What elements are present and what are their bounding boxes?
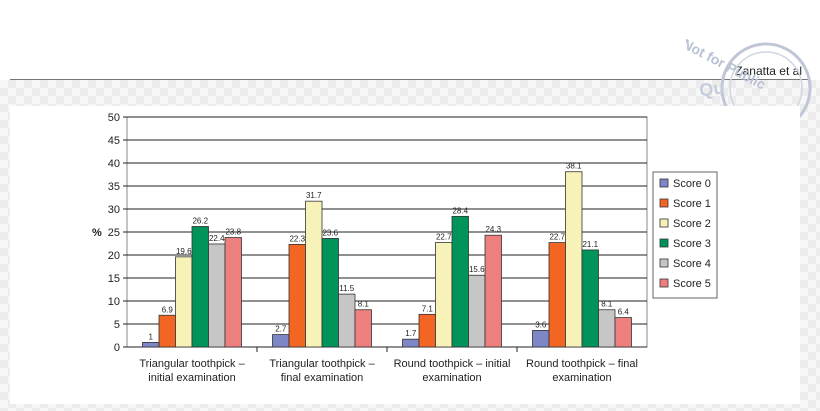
category-label: Triangular toothpick – <box>139 358 245 370</box>
data-label: 23.8 <box>225 228 241 237</box>
data-label: 8.1 <box>601 300 613 309</box>
data-label: 19.6 <box>176 247 192 256</box>
data-labels: 16.919.626.222.423.82.722.331.723.611.58… <box>149 162 630 342</box>
data-label: 8.1 <box>358 300 370 309</box>
legend-label: Score 4 <box>673 258 711 270</box>
bar <box>224 237 242 348</box>
data-label: 31.7 <box>306 191 322 200</box>
bar <box>598 309 616 348</box>
legend-label: Score 5 <box>673 278 711 290</box>
data-label: 15.6 <box>469 265 485 274</box>
data-label: 21.1 <box>582 240 598 249</box>
legend-swatch <box>659 278 669 288</box>
data-label: 22.4 <box>209 234 225 243</box>
data-label: 7.1 <box>422 304 434 313</box>
chart-panel: 0 5 10 15 20 25 30 35 40 45 50 % 1 6.9 19.6 26.2 22.4 2… <box>10 106 800 404</box>
y-tick-label: 5 <box>114 319 120 331</box>
y-tick-label: 0 <box>114 342 120 354</box>
watermark-text-2: Qu <box>698 77 726 100</box>
legend-swatch <box>659 198 669 208</box>
bar <box>402 338 420 348</box>
data-label: 28.4 <box>452 206 468 215</box>
y-tick-label: 45 <box>108 135 120 147</box>
data-label: 23.6 <box>322 228 338 237</box>
bar <box>158 314 176 348</box>
bar <box>484 234 502 348</box>
data-label: 3.6 <box>535 320 547 329</box>
data-label: 38.1 <box>566 162 582 171</box>
header-rule <box>10 79 810 80</box>
bar <box>142 341 160 348</box>
bar <box>548 242 566 348</box>
category-label: examination <box>422 372 481 384</box>
category-label: Round toothpick – initial <box>394 358 511 370</box>
category-label: Triangular toothpick – <box>269 358 375 370</box>
data-label: 6.4 <box>618 308 630 317</box>
y-axis-label: % <box>92 227 102 239</box>
category-labels: Triangular toothpick – initial examinatio… <box>139 347 638 384</box>
category-label: final examination <box>281 372 364 384</box>
legend-label: Score 3 <box>673 238 711 250</box>
y-axis-ticks: 0 5 10 15 20 25 30 35 40 45 50 <box>108 112 127 354</box>
bars <box>142 171 632 348</box>
data-label: 6.9 <box>162 305 174 314</box>
data-label: 22.7 <box>436 233 452 242</box>
bar <box>614 317 632 348</box>
legend: Score 0 Score 1 Score 2 Score 3 Score 4 Score… <box>652 171 718 299</box>
bar <box>305 200 323 348</box>
y-tick-label: 25 <box>108 227 120 239</box>
y-tick-label: 30 <box>108 204 120 216</box>
bar <box>354 309 372 348</box>
legend-box <box>652 171 718 299</box>
bar <box>208 243 226 348</box>
data-label: 26.2 <box>192 216 208 225</box>
bar <box>435 242 453 348</box>
legend-label: Score 2 <box>673 218 711 230</box>
y-tick-label: 20 <box>108 250 120 262</box>
bar <box>451 215 469 348</box>
y-tick-label: 10 <box>108 296 120 308</box>
bar <box>581 249 599 348</box>
data-label: 1.7 <box>405 329 417 338</box>
y-tick-label: 50 <box>108 112 120 124</box>
legend-label: Score 0 <box>673 178 711 190</box>
category-label: initial examination <box>148 372 235 384</box>
bar <box>418 313 436 348</box>
bar <box>175 256 193 348</box>
author-label: Zanatta et al <box>735 64 802 78</box>
data-label: 22.7 <box>549 233 565 242</box>
legend-swatch <box>659 178 669 188</box>
data-label: 11.5 <box>339 284 355 293</box>
bar <box>532 330 550 348</box>
bar <box>191 226 209 348</box>
data-label: 2.7 <box>275 325 287 334</box>
legend-label: Score 1 <box>673 198 711 210</box>
data-label: 24.3 <box>485 225 501 234</box>
page-header-area <box>0 0 820 80</box>
category-label: Round toothpick – final <box>526 358 638 370</box>
category-label: examination <box>552 372 611 384</box>
data-label: 1 <box>149 332 154 341</box>
bar <box>565 171 583 348</box>
bar <box>288 244 306 348</box>
y-tick-label: 15 <box>108 273 120 285</box>
legend-swatch <box>659 218 669 228</box>
legend-swatch <box>659 258 669 268</box>
y-tick-label: 40 <box>108 158 120 170</box>
bar <box>468 274 486 348</box>
y-tick-label: 35 <box>108 181 120 193</box>
bar <box>321 238 339 348</box>
legend-swatch <box>659 238 669 248</box>
bar <box>338 293 356 348</box>
bar <box>272 334 290 348</box>
data-label: 22.3 <box>289 234 305 243</box>
